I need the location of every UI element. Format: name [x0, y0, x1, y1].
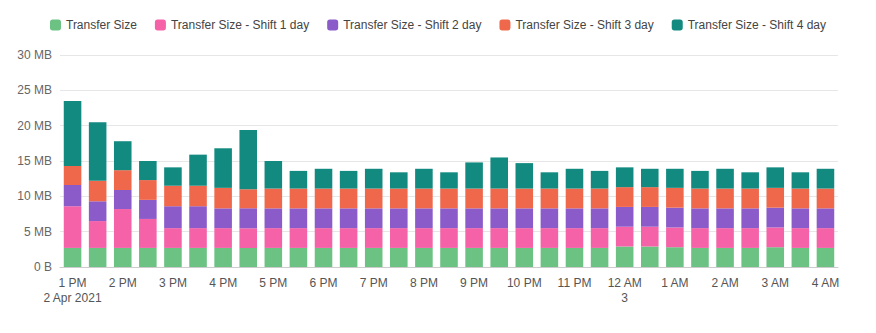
svg-text:Transfer Size: Transfer Size — [66, 18, 137, 32]
svg-text:9 PM: 9 PM — [460, 276, 488, 290]
svg-text:25 MB: 25 MB — [17, 83, 52, 97]
svg-text:2 PM: 2 PM — [109, 276, 137, 290]
svg-text:Transfer Size - Shift 1 day: Transfer Size - Shift 1 day — [171, 18, 309, 32]
svg-text:10 PM: 10 PM — [507, 276, 542, 290]
svg-text:3: 3 — [621, 291, 628, 305]
svg-text:15 MB: 15 MB — [17, 154, 52, 168]
svg-text:4 PM: 4 PM — [209, 276, 237, 290]
svg-text:1 PM: 1 PM — [59, 276, 87, 290]
svg-text:6 PM: 6 PM — [310, 276, 338, 290]
svg-text:5 MB: 5 MB — [24, 225, 52, 239]
svg-text:8 PM: 8 PM — [410, 276, 438, 290]
svg-text:12 AM: 12 AM — [608, 276, 642, 290]
svg-text:30 MB: 30 MB — [17, 48, 52, 62]
svg-text:Transfer Size - Shift 3 day: Transfer Size - Shift 3 day — [515, 18, 653, 32]
svg-text:7 PM: 7 PM — [360, 276, 388, 290]
svg-text:Transfer Size - Shift 2 day: Transfer Size - Shift 2 day — [343, 18, 481, 32]
svg-text:2 AM: 2 AM — [711, 276, 738, 290]
svg-text:3 AM: 3 AM — [762, 276, 789, 290]
svg-text:5 PM: 5 PM — [259, 276, 287, 290]
svg-text:4 AM: 4 AM — [812, 276, 839, 290]
svg-text:2 Apr 2021: 2 Apr 2021 — [44, 291, 102, 305]
svg-text:10 MB: 10 MB — [17, 189, 52, 203]
svg-text:1 AM: 1 AM — [661, 276, 688, 290]
svg-text:3 PM: 3 PM — [159, 276, 187, 290]
svg-text:11 PM: 11 PM — [558, 276, 592, 290]
svg-text:Transfer Size - Shift 4 day: Transfer Size - Shift 4 day — [688, 18, 826, 32]
svg-text:0 B: 0 B — [34, 260, 52, 274]
svg-text:20 MB: 20 MB — [17, 119, 52, 133]
